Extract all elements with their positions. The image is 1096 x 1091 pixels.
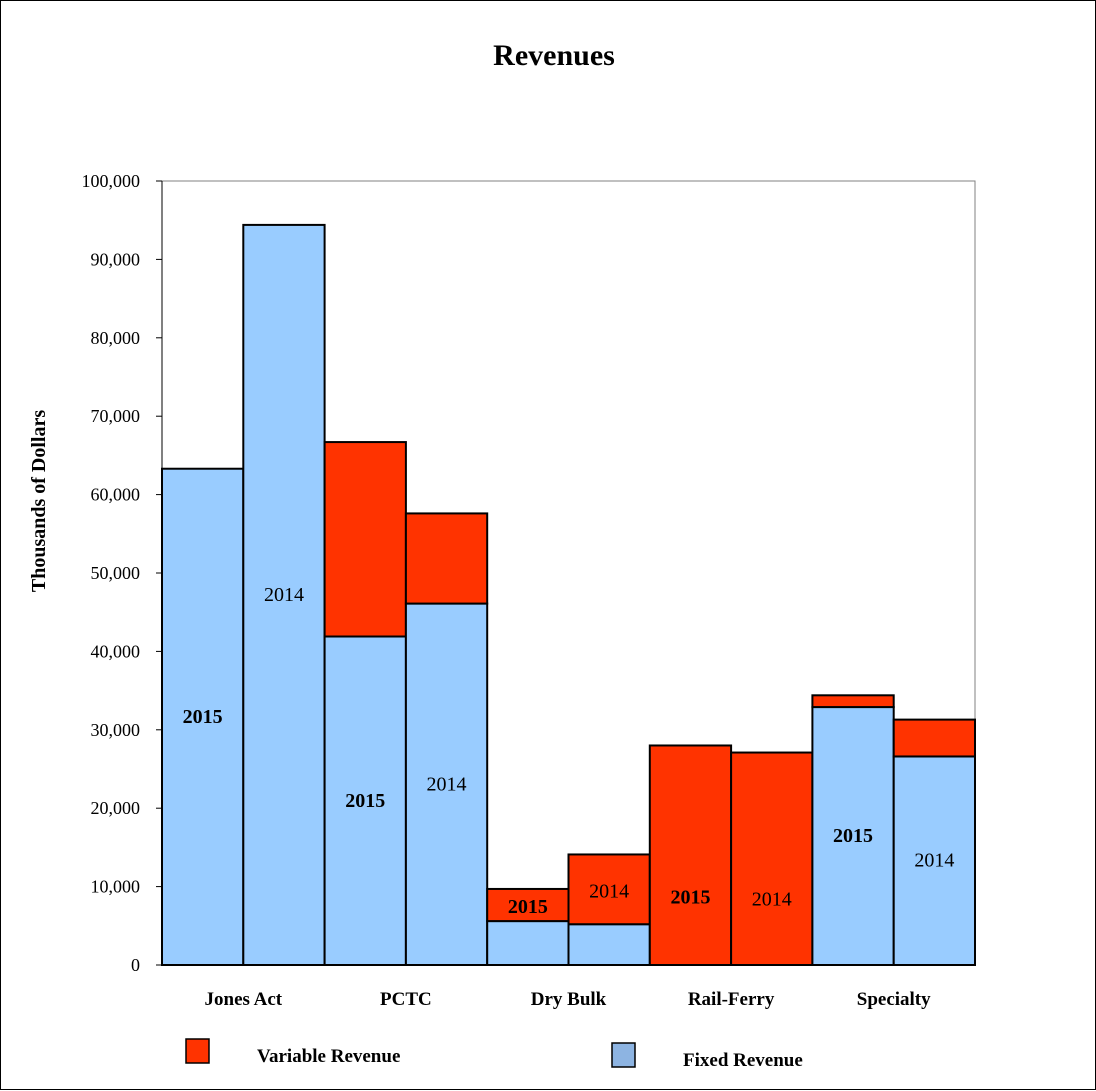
y-tick-label: 60,000	[91, 485, 141, 505]
bar-variable-pctc-2014	[404, 512, 489, 605]
bar-variable-rail-ferry-2014	[730, 751, 814, 967]
y-tick-label: 50,000	[91, 563, 141, 583]
x-category-label: Dry Bulk	[531, 989, 607, 1010]
y-tick-label: 10,000	[91, 877, 141, 897]
legend-swatch	[185, 1038, 210, 1064]
bar-year-label: 2015	[833, 825, 873, 847]
legend-swatch	[611, 1042, 636, 1068]
bar-year-label: 2014	[264, 584, 304, 606]
y-tick-label: 90,000	[91, 249, 141, 269]
bars-layer: 2015 2014 2015 2014 2015 2014 2015 2014 2015 2014	[161, 223, 977, 967]
bar-fixed-specialty-2015	[811, 706, 895, 967]
legend-label: Fixed Revenue	[683, 1050, 803, 1071]
bar-year-label: 2015	[183, 706, 223, 728]
bar-year-label: 2014	[427, 773, 467, 795]
x-category-label: PCTC	[380, 989, 432, 1010]
x-category-label: Rail-Ferry	[688, 989, 775, 1010]
bar-fixed-dry-bulk-2014	[567, 923, 651, 966]
bar-year-label: 2015	[670, 887, 710, 909]
bar-variable-specialty-2015	[811, 694, 895, 709]
y-tick-label: 100,000	[82, 171, 141, 191]
y-tick-label: 30,000	[91, 720, 141, 740]
bar-fixed-specialty-2014	[892, 755, 977, 966]
bar-fixed-jones-act-2015	[161, 467, 245, 966]
x-category-label: Jones Act	[205, 989, 283, 1010]
bar-year-label: 2015	[508, 896, 548, 918]
bar-year-label: 2014	[589, 880, 629, 902]
x-category-label: Specialty	[857, 989, 931, 1010]
y-tick-label: 40,000	[91, 641, 141, 661]
bar-year-label: 2014	[914, 850, 954, 872]
y-tick-label: 20,000	[91, 798, 141, 818]
y-axis-label: Thousands of Dollars	[28, 410, 50, 592]
y-tick-label: 80,000	[91, 328, 141, 348]
axis-layer: 0 10,000 20,000 30,000 40,000 50,000 60,000 70,…	[82, 171, 975, 1010]
bar-variable-specialty-2014	[892, 718, 977, 758]
y-tick-label: 0	[131, 955, 140, 975]
bar-variable-dry-bulk-2014	[567, 853, 651, 926]
legend-label: Variable Revenue	[257, 1046, 400, 1067]
bar-variable-pctc-2015	[323, 441, 407, 638]
bar-variable-rail-ferry-2015	[648, 744, 733, 966]
y-tick-label: 70,000	[91, 406, 141, 426]
bar-year-label: 2014	[752, 889, 792, 911]
bar-fixed-dry-bulk-2015	[486, 920, 570, 967]
chart-title: Revenues	[493, 39, 615, 72]
legend: Variable Revenue Fixed Revenue	[185, 1038, 803, 1071]
bar-year-label: 2015	[345, 790, 385, 812]
